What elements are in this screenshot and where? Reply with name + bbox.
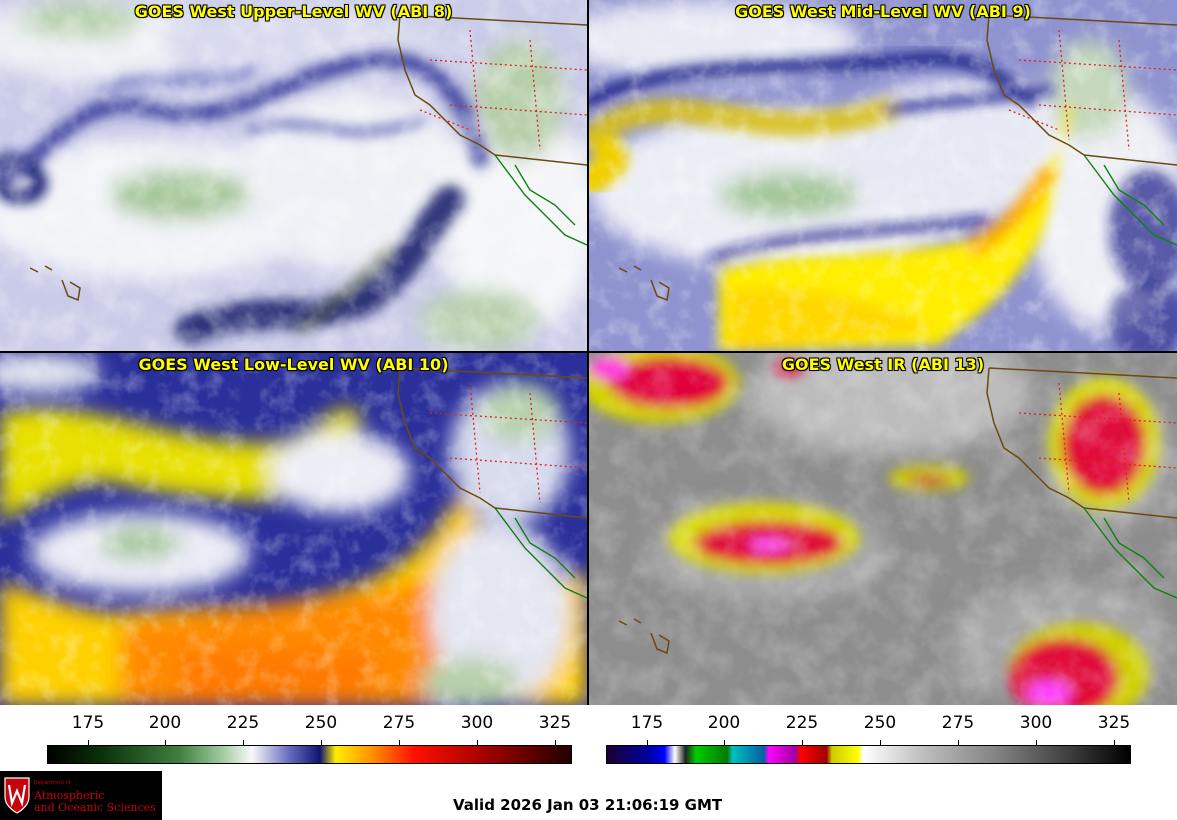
colorbar-tick: 200	[148, 713, 182, 733]
colorbar-tick: 325	[538, 713, 572, 733]
ir-colorbar-gradient	[606, 745, 1131, 764]
upper-level-wv-image	[0, 0, 587, 351]
valid-time: Valid 2026 Jan 03 21:06:19 GMT	[453, 796, 723, 814]
colorbar-tickmark	[724, 740, 725, 745]
colorbar-tickmark	[1036, 740, 1037, 745]
colorbar-tickmark	[165, 740, 166, 745]
panel-ir: GOES West IR (ABI 13)	[589, 353, 1177, 705]
mid-level-wv-image	[589, 0, 1177, 351]
panel-title: GOES West Low-Level WV (ABI 10)	[138, 355, 449, 374]
ir-colorbar: 175 200 225 250 275 300 325	[606, 713, 1131, 765]
colorbar-tickmark	[399, 740, 400, 745]
panel-upper-level-wv: GOES West Upper-Level WV (ABI 8)	[0, 0, 587, 351]
low-level-wv-image	[0, 353, 587, 705]
logo-dept-text: Department of	[34, 780, 71, 786]
logo-line2: and Oceanic Sciences	[34, 801, 156, 814]
aos-logo[interactable]: Department of Atmospheric and Oceanic Sc…	[0, 771, 162, 820]
wv-colorbar: 175 200 225 250 275 300 325	[47, 713, 572, 765]
colorbar-tick: 175	[71, 713, 105, 733]
panel-low-level-wv: GOES West Low-Level WV (ABI 10)	[0, 353, 587, 705]
colorbar-tickmark	[1114, 740, 1115, 745]
panel-title: GOES West Mid-Level WV (ABI 9)	[735, 2, 1031, 21]
colorbar-tick: 200	[707, 713, 741, 733]
panel-title: GOES West IR (ABI 13)	[781, 355, 985, 374]
panel-divider-horizontal	[0, 351, 1177, 353]
colorbar-tickmark	[555, 740, 556, 745]
colorbar-tickmark	[647, 740, 648, 745]
colorbar-tickmark	[802, 740, 803, 745]
uw-crest-icon	[4, 777, 30, 814]
colorbar-tick: 250	[304, 713, 338, 733]
colorbar-tick: 225	[226, 713, 260, 733]
colorbar-tickmark	[321, 740, 322, 745]
panel-title: GOES West Upper-Level WV (ABI 8)	[134, 2, 453, 21]
colorbar-tick: 300	[1019, 713, 1053, 733]
logo-line1: Atmospheric	[34, 789, 105, 802]
colorbar-tickmark	[88, 740, 89, 745]
colorbar-tickmark	[958, 740, 959, 745]
colorbar-tick: 325	[1097, 713, 1131, 733]
colorbar-tickmark	[243, 740, 244, 745]
colorbar-tick: 250	[863, 713, 897, 733]
colorbar-tick: 275	[382, 713, 416, 733]
colorbar-tickmark	[477, 740, 478, 745]
colorbar-tick: 175	[630, 713, 664, 733]
colorbar-tickmark	[880, 740, 881, 745]
panel-mid-level-wv: GOES West Mid-Level WV (ABI 9)	[589, 0, 1177, 351]
colorbar-tick: 225	[785, 713, 819, 733]
wv-colorbar-gradient	[47, 745, 572, 764]
colorbar-tick: 275	[941, 713, 975, 733]
ir-image	[589, 353, 1177, 705]
colorbar-tick: 300	[460, 713, 494, 733]
